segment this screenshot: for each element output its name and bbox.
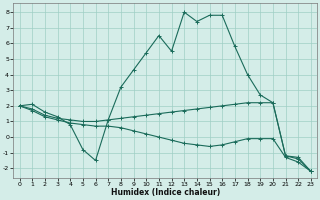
X-axis label: Humidex (Indice chaleur): Humidex (Indice chaleur)	[111, 188, 220, 197]
